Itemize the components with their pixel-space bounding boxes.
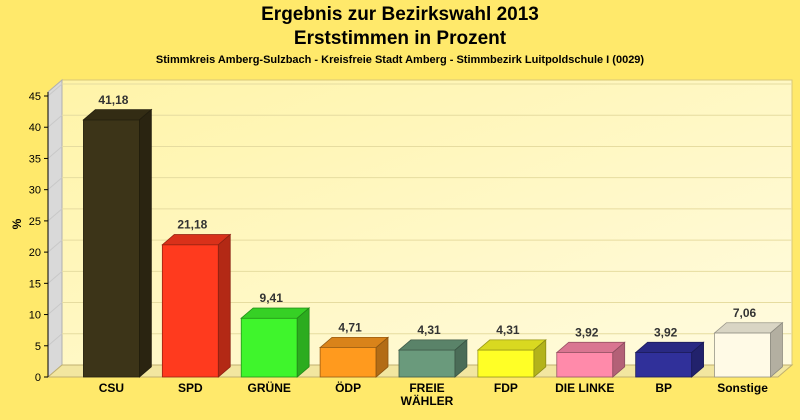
data-label: 41,18 (98, 93, 128, 107)
y-tick-label: 20 (29, 247, 41, 259)
bar (83, 119, 140, 378)
x-tick-label: GRÜNE (248, 380, 291, 395)
bar-side (375, 336, 389, 378)
y-tick-label: 40 (29, 122, 41, 134)
data-label: 4,31 (417, 323, 441, 337)
gridline-side (47, 114, 63, 128)
bar-side (770, 321, 783, 378)
bar-side (691, 341, 704, 378)
x-tick-label: FDP (494, 381, 518, 395)
gridline-side (47, 146, 63, 159)
y-tick-label: 15 (29, 278, 41, 290)
bar (635, 352, 693, 378)
data-label: 4,71 (338, 321, 362, 335)
x-tick-label: SPD (178, 381, 203, 395)
bar-side (296, 307, 310, 378)
x-tick-label: BP (655, 381, 672, 395)
x-tick-label: WÄHLER (401, 393, 454, 408)
y-tick-label: 45 (29, 91, 41, 103)
x-tick-label: DIE LINKE (555, 381, 614, 395)
bar-side (533, 339, 547, 378)
gridline-side (47, 270, 63, 284)
bar (556, 352, 614, 378)
bar (398, 349, 456, 378)
y-tick-label: 5 (35, 341, 41, 353)
data-label: 4,31 (496, 323, 520, 337)
gridline-side (47, 302, 63, 315)
bar-side (612, 341, 626, 378)
x-tick-label: CSU (99, 381, 124, 395)
y-axis-label: % (10, 218, 24, 229)
data-label: 7,06 (733, 306, 757, 320)
bar (477, 349, 535, 378)
y-tick-label: 30 (29, 185, 41, 197)
gridline-side (47, 333, 63, 347)
data-label: 9,41 (260, 291, 284, 305)
plot-left-wall (47, 78, 63, 379)
x-tick-label: ÖDP (335, 380, 361, 395)
chart-title: Ergebnis zur Bezirkswahl 2013 (261, 4, 539, 25)
gridline-side (47, 177, 63, 191)
y-tick-label: 10 (29, 310, 41, 322)
chart-subtitle: Stimmkreis Amberg-Sulzbach - Kreisfreie … (155, 54, 645, 66)
data-label: 3,92 (654, 326, 678, 340)
bar (714, 332, 771, 378)
gridline-side (47, 239, 63, 253)
data-label: 21,18 (177, 218, 207, 232)
bar (240, 317, 298, 378)
bar-side (217, 233, 231, 378)
bar (319, 347, 377, 378)
bar (161, 244, 219, 378)
y-tick-label: 0 (35, 372, 41, 384)
chart-title-line2: Erststimmen in Prozent (293, 28, 507, 49)
y-tick-label: 35 (29, 153, 41, 165)
bar-side (139, 108, 152, 378)
y-tick-label: 25 (29, 216, 41, 228)
gridline-side (47, 208, 63, 222)
x-tick-label: Sonstige (717, 381, 768, 395)
x-tick-label: FREIE (409, 381, 444, 395)
data-label: 3,92 (575, 326, 599, 340)
bar-side (454, 339, 468, 378)
gridline-side (47, 83, 63, 97)
